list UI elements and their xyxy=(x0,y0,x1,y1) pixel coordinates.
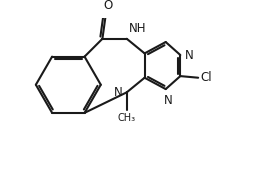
Text: CH₃: CH₃ xyxy=(118,113,136,123)
Text: Cl: Cl xyxy=(201,71,212,84)
Text: O: O xyxy=(103,0,112,12)
Text: N: N xyxy=(185,49,194,61)
Text: N: N xyxy=(164,94,172,107)
Text: N: N xyxy=(113,86,122,99)
Text: NH: NH xyxy=(129,22,146,35)
